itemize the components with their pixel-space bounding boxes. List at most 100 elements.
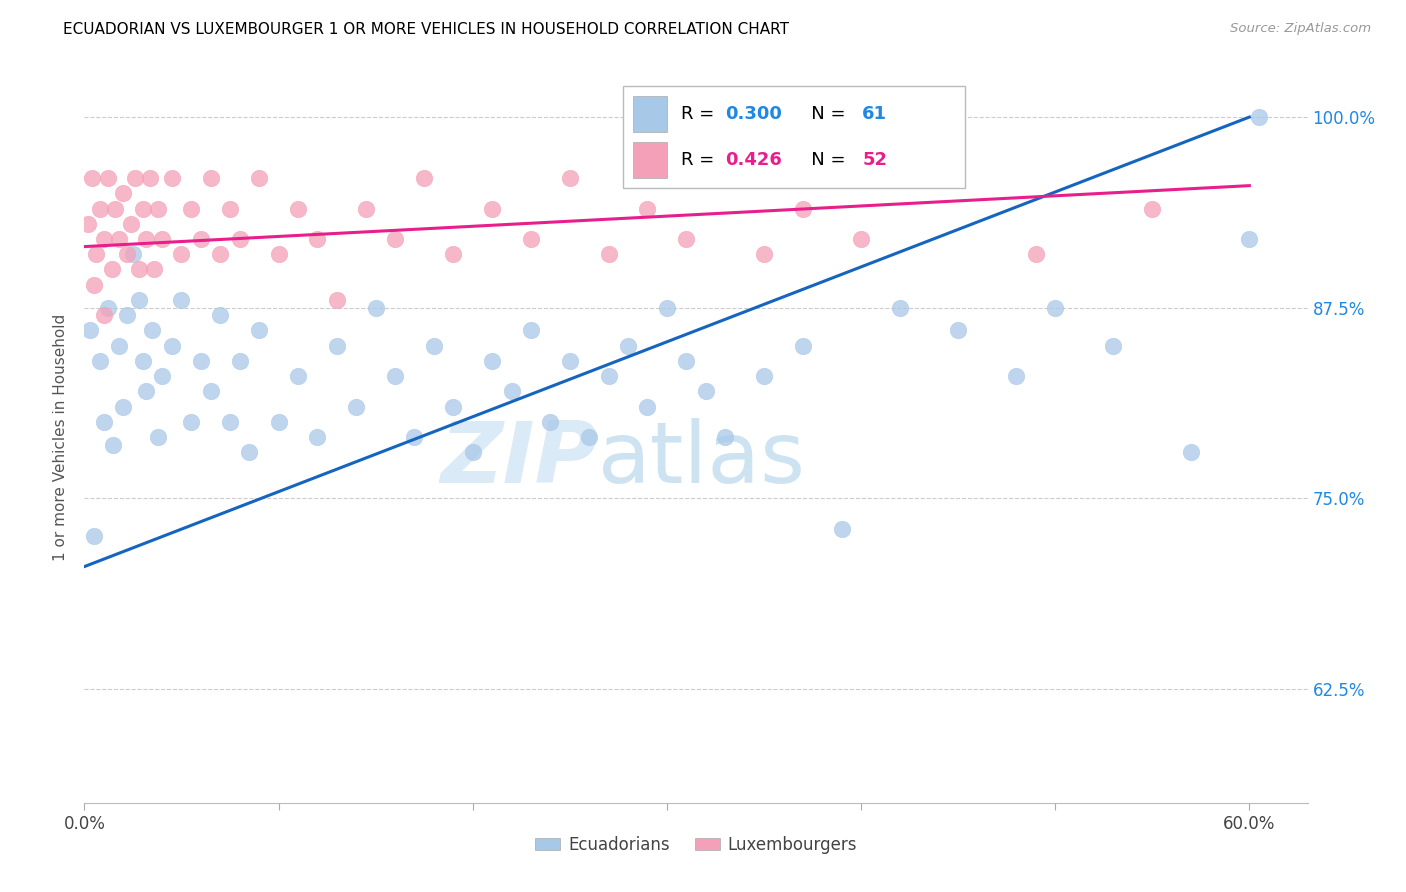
Point: [364, 301, 387, 315]
Point: [423, 338, 446, 352]
Point: [131, 202, 153, 216]
Point: [77, 217, 100, 231]
Point: [558, 354, 581, 368]
Point: [180, 202, 202, 216]
Point: [675, 232, 697, 246]
Point: [481, 354, 503, 368]
Point: [889, 301, 911, 315]
Point: [752, 369, 775, 384]
Point: [1102, 338, 1125, 352]
Point: [228, 232, 250, 246]
Point: [461, 445, 484, 459]
Point: [170, 247, 193, 261]
Point: [209, 247, 232, 261]
Point: [100, 262, 122, 277]
Point: [190, 354, 212, 368]
Point: [267, 415, 290, 429]
Point: [752, 247, 775, 261]
Point: [1247, 110, 1270, 124]
Point: [636, 400, 658, 414]
Point: [538, 415, 561, 429]
Point: [108, 232, 131, 246]
Point: [578, 430, 600, 444]
Point: [115, 308, 138, 322]
Point: [326, 293, 349, 307]
Point: [93, 415, 115, 429]
Point: [1180, 445, 1202, 459]
Point: [441, 400, 464, 414]
Point: [247, 323, 270, 337]
Point: [558, 171, 581, 186]
Point: [1005, 369, 1028, 384]
Point: [180, 415, 202, 429]
Point: [150, 369, 173, 384]
Point: [128, 262, 150, 277]
Point: [384, 369, 406, 384]
Point: [441, 247, 464, 261]
Point: [131, 354, 153, 368]
Point: [112, 186, 135, 201]
Point: [115, 247, 138, 261]
Point: [238, 445, 260, 459]
Point: [849, 232, 872, 246]
Point: [520, 323, 543, 337]
Point: [128, 293, 150, 307]
Point: [1239, 232, 1261, 246]
Point: [598, 369, 620, 384]
Point: [170, 293, 193, 307]
Point: [124, 171, 146, 186]
Point: [404, 430, 426, 444]
Point: [135, 384, 157, 399]
Point: [695, 384, 717, 399]
Point: [287, 369, 309, 384]
Point: [146, 202, 169, 216]
Point: [83, 529, 105, 543]
Text: atlas: atlas: [598, 417, 806, 500]
Point: [83, 277, 105, 292]
Point: [501, 384, 523, 399]
Point: [79, 323, 101, 337]
Point: [200, 171, 222, 186]
Point: [150, 232, 173, 246]
Point: [714, 430, 737, 444]
Point: [93, 308, 115, 322]
Point: [675, 354, 697, 368]
Point: [714, 171, 737, 186]
Point: [287, 202, 309, 216]
Point: [598, 247, 620, 261]
Point: [354, 202, 377, 216]
Point: [108, 338, 131, 352]
Point: [84, 247, 107, 261]
Point: [267, 247, 290, 261]
Point: [228, 354, 250, 368]
Point: [792, 202, 814, 216]
Point: [247, 171, 270, 186]
Point: [103, 438, 125, 452]
Point: [928, 171, 950, 186]
Point: [307, 232, 329, 246]
Point: [209, 308, 232, 322]
Point: [89, 354, 111, 368]
Point: [135, 232, 157, 246]
Point: [97, 171, 120, 186]
Text: ZIP: ZIP: [440, 417, 598, 500]
Point: [617, 338, 640, 352]
Point: [97, 301, 120, 315]
Point: [82, 171, 104, 186]
Point: [1142, 202, 1164, 216]
Point: [946, 323, 969, 337]
Point: [384, 232, 406, 246]
Point: [1043, 301, 1066, 315]
Point: [122, 247, 145, 261]
Point: [190, 232, 212, 246]
Point: [200, 384, 222, 399]
Point: [160, 171, 183, 186]
Point: [104, 202, 127, 216]
Point: [1025, 247, 1047, 261]
Point: [831, 522, 853, 536]
Point: [93, 232, 115, 246]
Point: [120, 217, 142, 231]
Legend: Ecuadorians, Luxembourgers: Ecuadorians, Luxembourgers: [527, 829, 865, 860]
Point: [112, 400, 135, 414]
Point: [89, 202, 111, 216]
